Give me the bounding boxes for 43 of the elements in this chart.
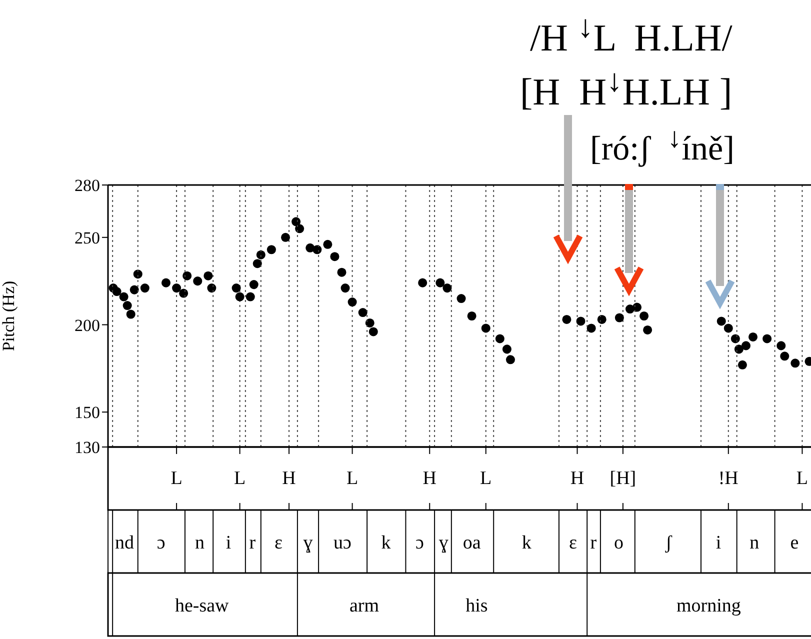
text: k — [381, 532, 392, 554]
x-tick-label: [H] — [610, 468, 636, 489]
text: [H H$^{↓}$H.LH ] — [520, 62, 732, 116]
x-tick-label: L — [480, 468, 492, 489]
text: ɣ — [303, 532, 314, 554]
text: r — [590, 532, 598, 554]
text: ɔ — [416, 532, 424, 554]
text: oa — [462, 532, 482, 554]
text: morning — [676, 596, 742, 616]
text: ɛ — [274, 532, 282, 554]
y-tick-label: 280 — [74, 176, 100, 196]
x-tick-label: H — [570, 468, 584, 489]
y-tick-label: 130 — [74, 438, 100, 458]
text: nd — [115, 532, 135, 554]
x-tick-label: L — [346, 468, 358, 489]
y-tick-label: 150 — [74, 403, 100, 422]
text: r — [249, 532, 256, 554]
text: uɔ — [333, 532, 352, 554]
text: his — [466, 596, 488, 616]
x-tick-label: H — [422, 468, 437, 489]
text: /H $^{↓}$L H.LH/ — [530, 8, 732, 62]
text: ɔ — [156, 532, 166, 554]
text: i — [226, 532, 232, 554]
x-tick-label: L — [170, 468, 182, 489]
x-tick-label: L — [234, 468, 246, 489]
y-tick-label: 250 — [74, 228, 100, 248]
text: arm — [349, 596, 380, 616]
x-tick-label: L — [796, 468, 808, 489]
text: ɣ — [438, 532, 449, 554]
text: he-saw — [174, 596, 230, 616]
text: ɛ — [569, 532, 578, 554]
text: n — [194, 532, 205, 554]
text: ʃ — [664, 532, 672, 554]
text: n — [750, 532, 760, 554]
text: k — [522, 532, 532, 554]
text: [ró:ʃ $^{↓}$íně] — [590, 122, 734, 170]
y-axis-title: Pitch (Hz) — [0, 280, 18, 352]
text: o — [614, 532, 624, 554]
text: e — [790, 532, 799, 554]
y-tick-label: 200 — [74, 316, 100, 335]
text: i — [716, 532, 722, 554]
x-tick-label: H — [282, 468, 296, 489]
x-tick-label: !H — [718, 468, 739, 489]
